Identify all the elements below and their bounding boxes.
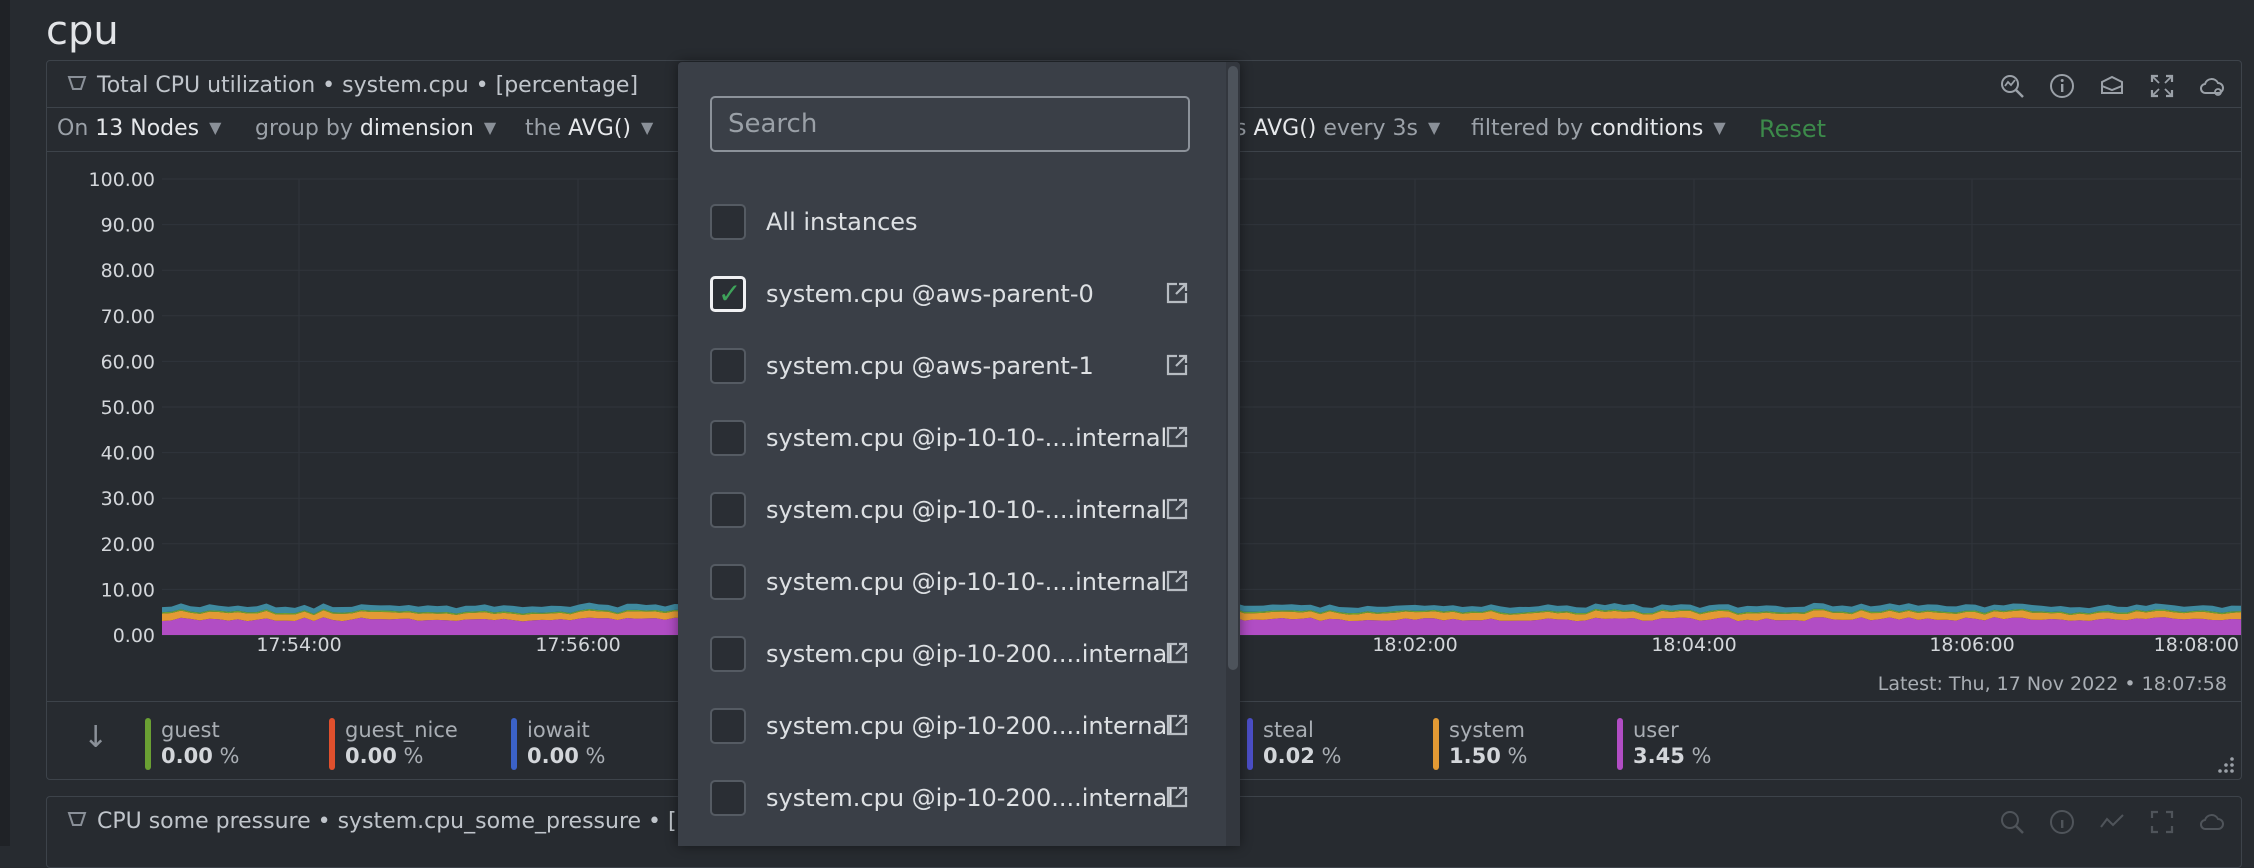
instance-option[interactable]: system.cpu @ip-10-200....internal [710, 706, 1190, 750]
chevron-down-icon: ▼ [209, 118, 222, 137]
legend-color-bar [329, 718, 335, 770]
resize-handle-icon[interactable] [2215, 754, 2235, 774]
instance-label: system.cpu @ip-10-10-....internal [766, 496, 1168, 524]
fullscreen-icon[interactable] [2147, 71, 2177, 101]
fullscreen-icon[interactable] [2147, 807, 2177, 837]
instance-label: system.cpu @ip-10-10-....internal [766, 424, 1168, 452]
x-tick-label: 18:06:00 [1929, 634, 2014, 656]
x-tick-label: 17:56:00 [535, 634, 620, 656]
instance-label: system.cpu @aws-parent-0 [766, 280, 1094, 308]
external-link-icon[interactable] [1164, 424, 1190, 450]
x-tick-label: 18:02:00 [1372, 634, 1457, 656]
info-icon[interactable] [2047, 807, 2077, 837]
alert-cloud-icon[interactable] [2197, 71, 2227, 101]
legend-color-bar [1247, 718, 1253, 770]
reset-button[interactable]: Reset [1759, 115, 1827, 143]
external-link-icon[interactable] [1164, 280, 1190, 306]
scrollbar-track[interactable] [1226, 62, 1240, 846]
checkmark-icon: ✓ [718, 277, 742, 310]
instance-checkbox[interactable] [710, 492, 746, 528]
left-edge-strip [0, 0, 10, 846]
instances-dropdown: All instances ✓ system.cpu @aws-parent-0 sy… [678, 62, 1240, 846]
legend-color-bar [1433, 718, 1439, 770]
chart-outline-icon [67, 73, 87, 98]
y-tick-label: 20.00 [101, 534, 155, 556]
y-tick-label: 100.00 [89, 169, 155, 191]
legend: ↓ guest 0.00 % guest_nice 0.00 % iowait … [47, 701, 2241, 780]
instance-checkbox[interactable] [710, 420, 746, 456]
page-title: cpu [46, 8, 119, 54]
chevron-down-icon: ▼ [483, 118, 497, 137]
instance-option[interactable]: system.cpu @ip-10-10-....internal [710, 418, 1190, 462]
aggregation-filter[interactable]: the AVG() ▼ [525, 116, 654, 141]
arrow-down-icon[interactable]: ↓ [83, 720, 109, 755]
search-chart-icon[interactable] [1997, 71, 2027, 101]
instance-checkbox[interactable]: ✓ [710, 276, 746, 312]
instance-option[interactable]: system.cpu @ip-10-200....internal [710, 778, 1190, 822]
time-aggregation-filter[interactable]: s AVG() every 3s ▼ [1235, 116, 1441, 141]
instance-option[interactable]: system.cpu @ip-10-10-....internal [710, 490, 1190, 534]
stack-layers-icon[interactable] [2097, 71, 2127, 101]
external-link-icon[interactable] [1164, 496, 1190, 522]
y-tick-label: 40.00 [101, 443, 155, 465]
instance-label: system.cpu @ip-10-10-....internal [766, 568, 1168, 596]
external-link-icon[interactable] [1164, 712, 1190, 738]
y-tick-label: 90.00 [101, 215, 155, 237]
panel-header-icons [1997, 71, 2227, 101]
instance-option[interactable]: system.cpu @ip-10-10-....internal [710, 562, 1190, 606]
chevron-down-icon: ▼ [641, 118, 654, 137]
instance-checkbox[interactable] [710, 564, 746, 600]
external-link-icon[interactable] [1164, 784, 1190, 810]
latest-timestamp: Latest: Thu, 17 Nov 2022 • 18:07:58 [1877, 673, 2227, 695]
y-tick-label: 0.00 [113, 625, 155, 647]
y-tick-label: 50.00 [101, 397, 155, 419]
instance-checkbox[interactable] [710, 348, 746, 384]
line-chart-icon[interactable] [2097, 807, 2127, 837]
search-input[interactable] [710, 96, 1190, 152]
legend-color-bar [145, 718, 151, 770]
chevron-down-icon: ▼ [1427, 118, 1441, 137]
x-tick-label: 17:54:00 [256, 634, 341, 656]
instance-option[interactable]: ✓ system.cpu @aws-parent-0 [710, 274, 1190, 318]
external-link-icon[interactable] [1164, 352, 1190, 378]
instance-option[interactable]: system.cpu @ip-10-200....internal [710, 634, 1190, 678]
y-tick-label: 30.00 [101, 488, 155, 510]
instance-option[interactable]: system.cpu @aws-parent-1 [710, 346, 1190, 390]
y-tick-label: 10.00 [101, 579, 155, 601]
x-tick-label: 18:08:00 [2154, 634, 2239, 656]
instance-checkbox[interactable] [710, 204, 746, 240]
legend-color-bar [1617, 718, 1623, 770]
conditions-filter[interactable]: filtered by conditions ▼ [1471, 116, 1726, 141]
chevron-down-icon: ▼ [1713, 118, 1726, 137]
panel-title: Total CPU utilization • system.cpu • [pe… [67, 73, 638, 98]
legend-color-bar [511, 718, 517, 770]
instance-checkbox[interactable] [710, 780, 746, 816]
panel-title: CPU some pressure • system.cpu_some_pres… [67, 809, 691, 834]
nodes-filter[interactable]: On 13 Nodes ▼ [57, 116, 222, 141]
instance-checkbox[interactable] [710, 636, 746, 672]
instance-label: system.cpu @ip-10-200....internal [766, 784, 1174, 812]
filter-bar: On 13 Nodes ▼ group by dimension ▼ the AVG… [47, 107, 2241, 152]
search-chart-icon[interactable] [1997, 807, 2027, 837]
info-icon[interactable] [2047, 71, 2077, 101]
x-tick-label: 18:04:00 [1651, 634, 1736, 656]
instance-label: All instances [766, 208, 918, 236]
instance-label: system.cpu @ip-10-200....internal [766, 640, 1174, 668]
chart-outline-icon [67, 809, 87, 834]
alert-cloud-icon[interactable] [2197, 807, 2227, 837]
y-tick-label: 60.00 [101, 351, 155, 373]
group-by-filter[interactable]: group by dimension ▼ [255, 116, 497, 141]
all-instances-option[interactable]: All instances [710, 202, 1190, 246]
panel-header-icons [1997, 807, 2227, 837]
y-tick-label: 80.00 [101, 260, 155, 282]
scrollbar-thumb[interactable] [1228, 66, 1238, 670]
y-tick-label: 70.00 [101, 306, 155, 328]
instance-label: system.cpu @aws-parent-1 [766, 352, 1094, 380]
external-link-icon[interactable] [1164, 640, 1190, 666]
instance-checkbox[interactable] [710, 708, 746, 744]
instance-label: system.cpu @ip-10-200....internal [766, 712, 1174, 740]
external-link-icon[interactable] [1164, 568, 1190, 594]
